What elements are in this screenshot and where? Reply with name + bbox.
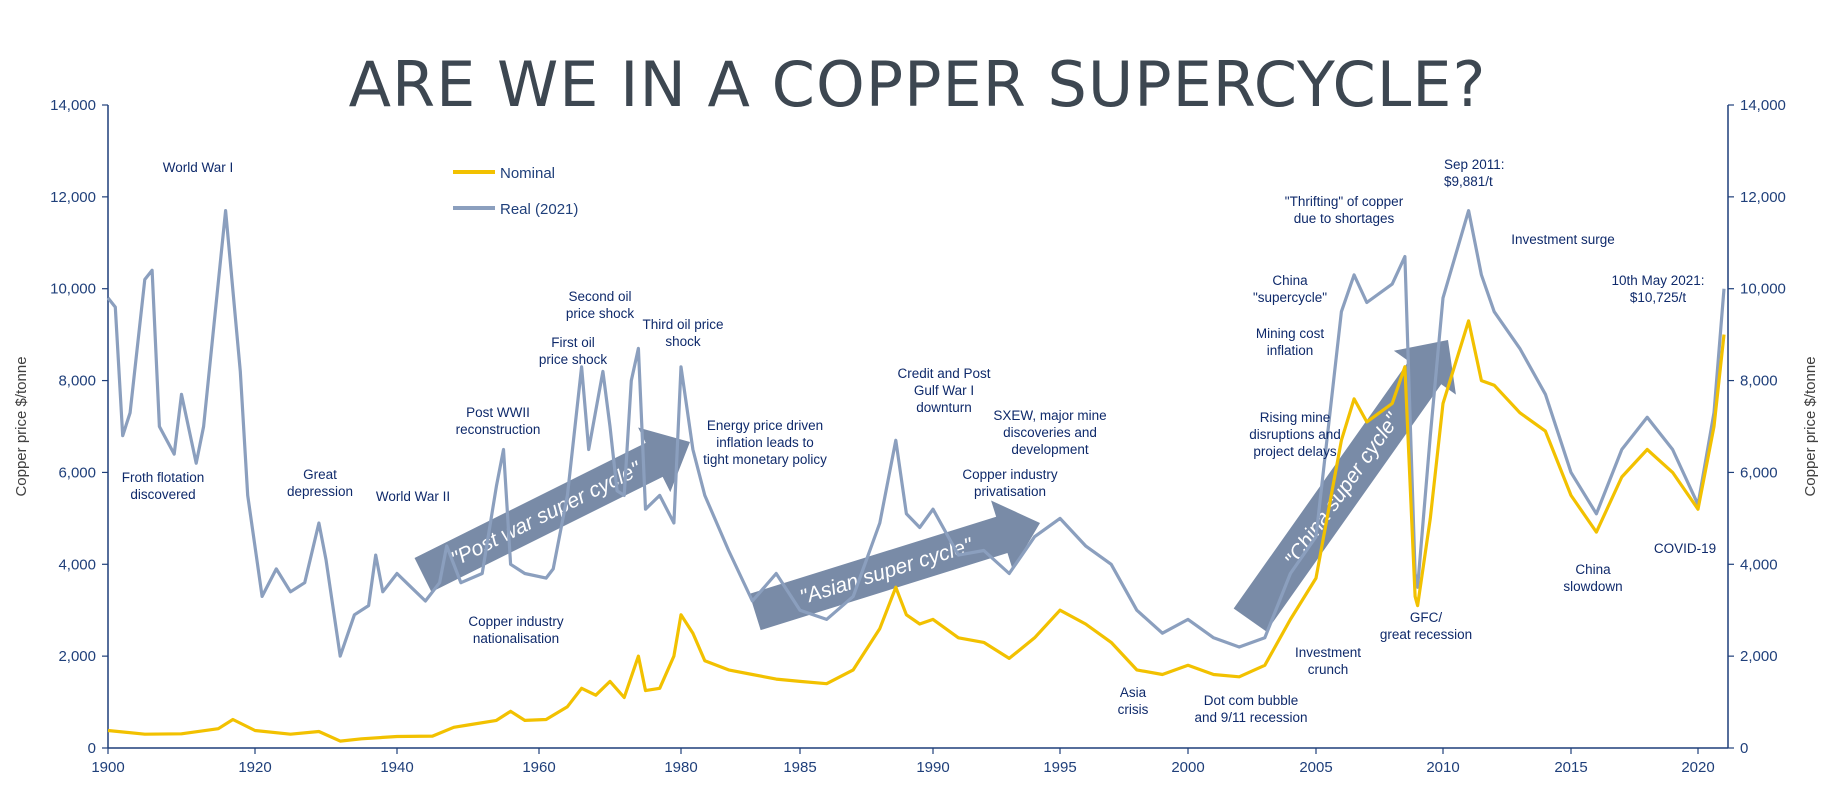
y-tick-label-right: 2,000 [1740, 648, 1778, 665]
legend-label-nominal: Nominal [500, 165, 555, 182]
annotation-covid: COVID-19 [1654, 541, 1716, 556]
annotation-privatisation: Copper industry privatisation [962, 467, 1058, 499]
annotation-dotcom: Dot com bubble and 9/11 recession [1194, 693, 1307, 725]
x-tick-label: 2020 [1681, 759, 1714, 776]
y-tick-label-left: 0 [88, 740, 96, 757]
legend-label-real: Real (2021) [500, 201, 578, 218]
axes: 0 0 2,000 2,000 4,000 4,000 6,000 6,000 8,000 8,0… [13, 97, 1819, 776]
y-tick-label-left: 4,000 [58, 556, 96, 573]
annotation-second-oil-shock: Second oil price shock [566, 289, 635, 321]
annotation-energy-price: Energy price driven inflation leads to tig… [703, 418, 827, 467]
annotation-ww1: World War I [163, 160, 234, 175]
series-lines [106, 209, 1726, 743]
post-war-cycle-arrow-shape [414, 427, 691, 593]
x-tick-label: 1960 [522, 759, 555, 776]
annotation-nationalisation: Copper industry nationalisation [468, 614, 564, 646]
y-tick-label-right: 14,000 [1740, 97, 1786, 114]
y-axis-label-left: Copper price $/tonne [13, 356, 30, 496]
annotation-froth-flotation: Froth flotation discovered [122, 470, 205, 502]
annotation-investment-surge: Investment surge [1511, 232, 1615, 247]
y-tick-label-left: 6,000 [58, 464, 96, 481]
y-tick-label-left: 10,000 [50, 281, 96, 298]
y-tick-label-right: 10,000 [1740, 281, 1786, 298]
y-axis-label-right: Copper price $/tonne [1802, 356, 1819, 496]
asian-cycle-arrow-shape [749, 500, 1040, 631]
x-tick-label: 2000 [1171, 759, 1204, 776]
china-cycle-arrow-shape [1233, 340, 1456, 632]
x-tick-label: 1990 [916, 759, 949, 776]
y-tick-label-left: 14,000 [50, 97, 96, 114]
x-tick-label: 1920 [238, 759, 271, 776]
x-tick-label: 1985 [783, 759, 816, 776]
x-tick-label: 2015 [1554, 759, 1587, 776]
annotation-may-2021: 10th May 2021: $10,725/t [1611, 273, 1704, 305]
x-tick-label: 1980 [664, 759, 697, 776]
x-tick-label: 1995 [1043, 759, 1076, 776]
real-price-line [106, 209, 1726, 658]
y-tick-label-right: 12,000 [1740, 189, 1786, 206]
y-tick-label-right: 6,000 [1740, 464, 1778, 481]
x-tick-label: 1940 [380, 759, 413, 776]
china-cycle-arrow: "China super cycle" [1233, 340, 1456, 632]
annotation-asia-crisis: Asia crisis [1118, 685, 1149, 717]
nominal-price-line [107, 319, 1726, 743]
annotation-sxew: SXEW, major mine discoveries and developme… [993, 408, 1106, 457]
x-tick-label: 2005 [1299, 759, 1332, 776]
y-tick-label-right: 4,000 [1740, 556, 1778, 573]
annotation-china-slowdown: China slowdown [1563, 562, 1622, 594]
annotation-first-oil-shock: First oil price shock [539, 335, 608, 367]
chart-title: ARE WE IN A COPPER SUPERCYCLE? [348, 47, 1487, 121]
annotation-rising-disruptions: Rising mine disruptions and project delays [1249, 410, 1341, 459]
annotation-sep-2011: Sep 2011: $9,881/t [1444, 157, 1505, 189]
annotation-china-supercycle: China "supercycle" [1253, 273, 1327, 305]
annotation-post-wwii: Post WWII reconstruction [456, 405, 541, 437]
annotation-ww2: World War II [376, 489, 450, 504]
post-war-cycle-arrow: "Post war super cycle" [414, 427, 691, 593]
y-tick-label-right: 0 [1740, 740, 1748, 757]
annotation-great-depression: Great depression [287, 467, 353, 499]
annotation-investment-crunch: Investment crunch [1295, 645, 1361, 677]
annotation-gfc: GFC/great recession [1380, 610, 1472, 642]
annotation-thrifting: "Thrifting" of copper due to shortages [1285, 194, 1404, 226]
x-tick-label: 2010 [1426, 759, 1459, 776]
x-tick-label: 1900 [91, 759, 124, 776]
y-tick-label-left: 2,000 [58, 648, 96, 665]
legend: Nominal Real (2021) [453, 165, 578, 218]
annotation-third-oil-shock: Third oil price shock [642, 317, 723, 349]
annotation-mining-cost: Mining cost inflation [1256, 326, 1325, 358]
annotations: World War I Froth flotation discovered Grea… [122, 157, 1716, 725]
y-tick-label-left: 8,000 [58, 373, 96, 390]
y-tick-label-right: 8,000 [1740, 373, 1778, 390]
y-tick-label-left: 12,000 [50, 189, 96, 206]
